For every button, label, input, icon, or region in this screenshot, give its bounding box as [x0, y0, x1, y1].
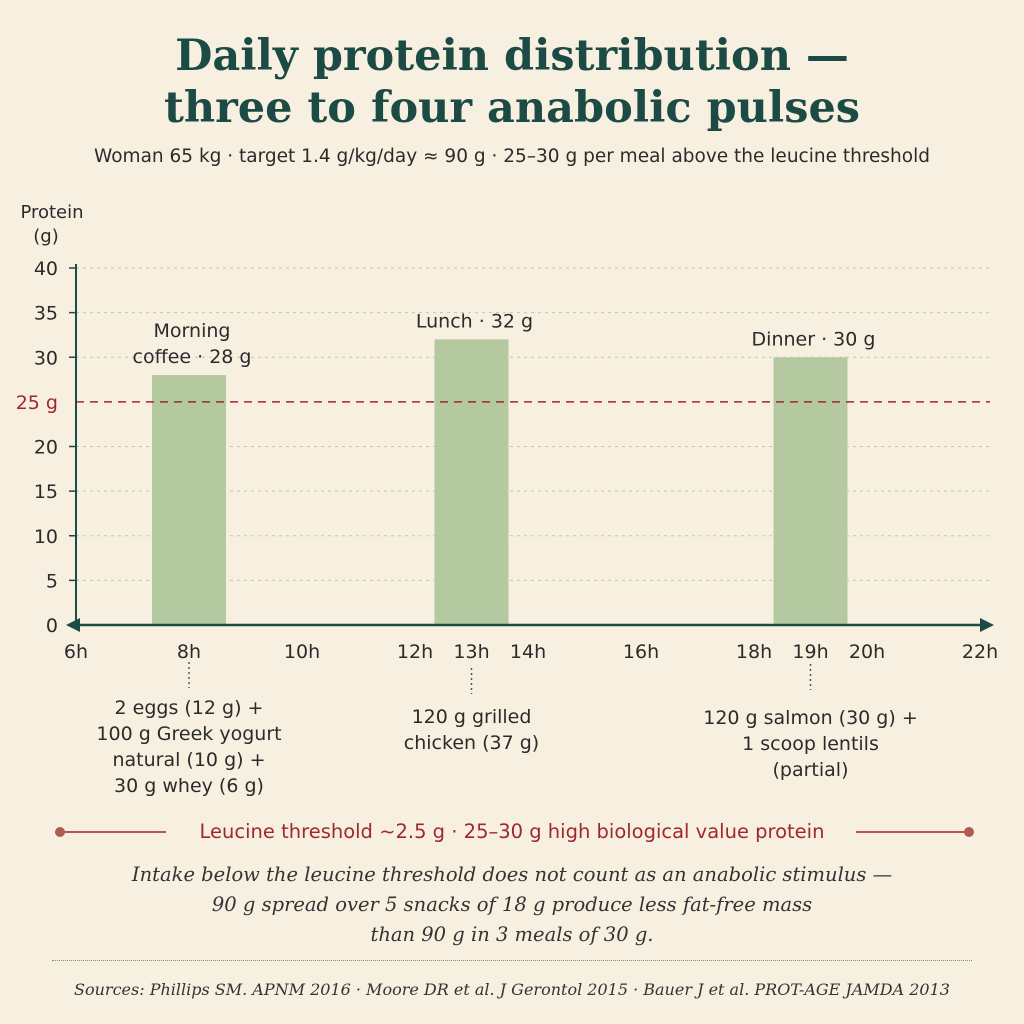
chart-subtitle: Woman 65 kg · target 1.4 g/kg/day ≈ 90 g…	[94, 146, 930, 167]
conclusion-text: Intake below the leucine threshold does …	[0, 860, 1024, 950]
chart-title-line-2: three to four anabolic pulses	[163, 83, 861, 133]
bar-label: coffee · 28 g	[133, 346, 252, 368]
meal-note-line: (partial)	[772, 759, 849, 781]
sources-separator	[52, 960, 972, 961]
meal-note-lunch: 120 g grilled chicken (37 g)	[322, 704, 622, 756]
y-tick-label: 40	[34, 258, 58, 280]
bar	[434, 339, 509, 625]
meal-note-line: 120 g salmon (30 g) +	[703, 707, 918, 729]
meal-note-line: 120 g grilled	[411, 706, 532, 728]
threshold-tick-label: 25 g	[16, 392, 58, 414]
x-tick-label: 18h	[736, 641, 772, 663]
conclusion-line-1: Intake below the leucine threshold does …	[131, 863, 893, 886]
x-tick-label: 16h	[623, 641, 659, 663]
x-tick-label: 10h	[284, 641, 320, 663]
x-tick-label: 8h	[177, 641, 201, 663]
bar-label: Dinner · 30 g	[752, 328, 876, 350]
banner-right-rule	[856, 831, 966, 833]
conclusion-line-3: than 90 g in 3 meals of 30 g.	[370, 923, 654, 946]
bar	[152, 375, 226, 625]
chart-title: Daily protein distribution — three to fo…	[0, 30, 1024, 134]
meal-note-dinner: 120 g salmon (30 g) + 1 scoop lentils (par…	[661, 705, 961, 783]
x-axis-arrow-left	[66, 618, 80, 632]
meal-note-line: chicken (37 g)	[403, 732, 540, 754]
y-tick-label: 20	[34, 437, 58, 459]
y-axis-label: (g)	[33, 226, 58, 247]
y-tick-label: 10	[34, 526, 58, 548]
bar-label: Morning	[154, 320, 231, 342]
y-tick-label: 5	[46, 570, 58, 592]
x-tick-label: 20h	[849, 641, 885, 663]
banner-left-rule	[62, 831, 166, 833]
x-tick-label: 19h	[792, 641, 828, 663]
sources-text: Sources: Phillips SM. APNM 2016 · Moore …	[74, 980, 950, 999]
leucine-threshold-banner: Leucine threshold ~2.5 g · 25–30 g high …	[0, 818, 1024, 846]
meal-note-line: natural (10 g) +	[112, 749, 266, 771]
y-tick-label: 30	[34, 347, 58, 369]
conclusion-line-2: 90 g spread over 5 snacks of 18 g produc…	[211, 893, 813, 916]
bar	[773, 357, 848, 625]
meal-note-line: 1 scoop lentils	[742, 733, 879, 755]
y-tick-label: 35	[34, 303, 58, 325]
leucine-threshold-text: Leucine threshold ~2.5 g · 25–30 g high …	[199, 820, 825, 843]
x-axis-arrow-right	[980, 618, 994, 632]
y-axis-label: Protein	[20, 202, 83, 223]
x-tick-label: 6h	[64, 641, 88, 663]
meal-note-line: 100 g Greek yogurt	[96, 723, 282, 745]
x-tick-label: 12h	[397, 641, 433, 663]
y-tick-label: 15	[34, 481, 58, 503]
x-tick-label: 14h	[510, 641, 546, 663]
meal-note-breakfast: 2 eggs (12 g) + 100 g Greek yogurt natural…	[39, 695, 339, 799]
bar-label: Lunch · 32 g	[416, 310, 533, 332]
banner-left-dot	[55, 827, 65, 837]
y-tick-label: 0	[46, 615, 58, 637]
chart-title-line-1: Daily protein distribution —	[175, 31, 849, 81]
meal-note-line: 30 g whey (6 g)	[114, 775, 264, 797]
meal-note-line: 2 eggs (12 g) +	[114, 697, 264, 719]
banner-right-dot	[964, 827, 974, 837]
x-tick-label: 13h	[453, 641, 489, 663]
x-tick-label: 22h	[962, 641, 998, 663]
